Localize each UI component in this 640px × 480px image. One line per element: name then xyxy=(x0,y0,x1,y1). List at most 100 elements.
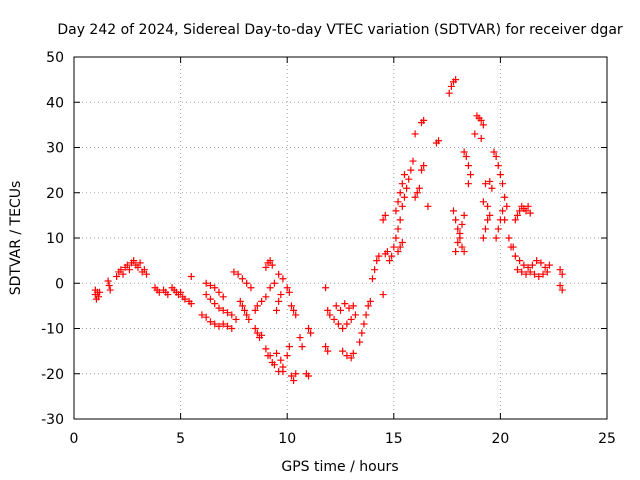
data-point xyxy=(322,284,330,292)
data-point xyxy=(539,270,547,278)
data-point xyxy=(243,279,251,287)
data-point xyxy=(105,282,113,290)
data-point xyxy=(366,297,374,305)
data-point xyxy=(349,349,357,357)
x-axis-label: GPS time / hours xyxy=(281,459,398,475)
data-point xyxy=(330,315,338,323)
data-point xyxy=(96,288,104,296)
data-point xyxy=(113,272,121,280)
plot-frame xyxy=(73,56,608,420)
x-tick-label: 5 xyxy=(176,431,185,447)
data-point xyxy=(123,261,131,269)
y-tick-label: -30 xyxy=(41,412,64,428)
data-point xyxy=(305,325,313,332)
data-point xyxy=(337,306,344,314)
y-tick-label: -10 xyxy=(41,322,64,338)
data-point xyxy=(125,266,133,274)
data-point xyxy=(279,367,287,375)
data-point xyxy=(228,325,236,332)
data-point xyxy=(388,252,396,260)
data-point xyxy=(326,311,334,319)
data-point xyxy=(238,302,246,310)
data-point xyxy=(358,329,366,337)
data-point xyxy=(398,239,406,247)
y-tick-label: 30 xyxy=(46,141,64,157)
data-point xyxy=(202,313,210,321)
data-point xyxy=(296,334,304,342)
data-point xyxy=(556,266,564,274)
data-point xyxy=(119,270,127,278)
data-point xyxy=(526,268,534,276)
data-point xyxy=(251,306,259,314)
y-tick-label: 50 xyxy=(46,50,64,66)
data-point xyxy=(262,345,270,353)
y-tick-label: 40 xyxy=(46,95,64,111)
data-point xyxy=(520,261,528,269)
data-point xyxy=(266,257,274,265)
data-point xyxy=(537,259,545,267)
data-point xyxy=(211,320,219,328)
data-point xyxy=(106,286,114,294)
data-point xyxy=(511,252,519,260)
data-point xyxy=(251,325,259,332)
data-point xyxy=(556,282,564,290)
data-point xyxy=(411,193,419,201)
data-point xyxy=(343,352,351,360)
data-point xyxy=(524,202,532,210)
data-point xyxy=(305,372,313,380)
data-point xyxy=(477,134,485,142)
data-point xyxy=(413,189,421,197)
data-point xyxy=(332,302,340,310)
data-point xyxy=(268,261,276,269)
data-point xyxy=(516,257,524,265)
data-point xyxy=(392,234,400,242)
data-point xyxy=(253,329,261,337)
data-point xyxy=(471,130,479,138)
data-point xyxy=(398,202,406,210)
data-point xyxy=(253,302,261,310)
data-point xyxy=(224,322,232,330)
data-point xyxy=(270,279,278,287)
data-point xyxy=(228,311,236,319)
data-point xyxy=(400,193,408,201)
data-point xyxy=(266,284,274,292)
data-point xyxy=(490,148,498,156)
data-point xyxy=(409,157,417,165)
data-point xyxy=(130,257,138,265)
data-point xyxy=(247,284,255,292)
data-point xyxy=(464,162,472,170)
data-point xyxy=(273,349,281,357)
y-axis-label: SDTVAR / TECUs xyxy=(8,181,24,296)
data-point xyxy=(488,184,496,192)
data-point xyxy=(464,180,472,188)
data-point xyxy=(287,372,295,380)
data-point xyxy=(460,248,468,256)
data-point xyxy=(95,293,103,301)
y-tick-labels: -30 -20 -10 0 10 20 30 40 50 xyxy=(41,50,64,428)
data-point xyxy=(206,282,214,290)
data-point xyxy=(187,272,195,280)
data-point xyxy=(283,352,291,360)
data-point xyxy=(198,311,206,319)
data-point xyxy=(458,220,466,228)
data-point xyxy=(268,358,276,366)
data-point xyxy=(202,279,210,287)
data-point xyxy=(279,275,287,283)
data-point xyxy=(513,266,521,274)
data-point xyxy=(449,207,457,215)
data-point xyxy=(164,291,172,299)
data-point xyxy=(371,266,379,274)
data-point xyxy=(511,216,519,224)
data-point xyxy=(258,297,266,305)
data-point xyxy=(505,234,513,242)
data-point xyxy=(230,268,238,276)
data-point xyxy=(501,216,509,224)
data-point xyxy=(277,356,285,364)
data-point xyxy=(435,137,443,145)
data-point xyxy=(215,304,223,312)
x-tick-label: 10 xyxy=(278,431,296,447)
data-point xyxy=(411,130,419,138)
data-point xyxy=(533,257,541,265)
data-point xyxy=(117,266,125,274)
x-tick-label: 20 xyxy=(491,431,509,447)
